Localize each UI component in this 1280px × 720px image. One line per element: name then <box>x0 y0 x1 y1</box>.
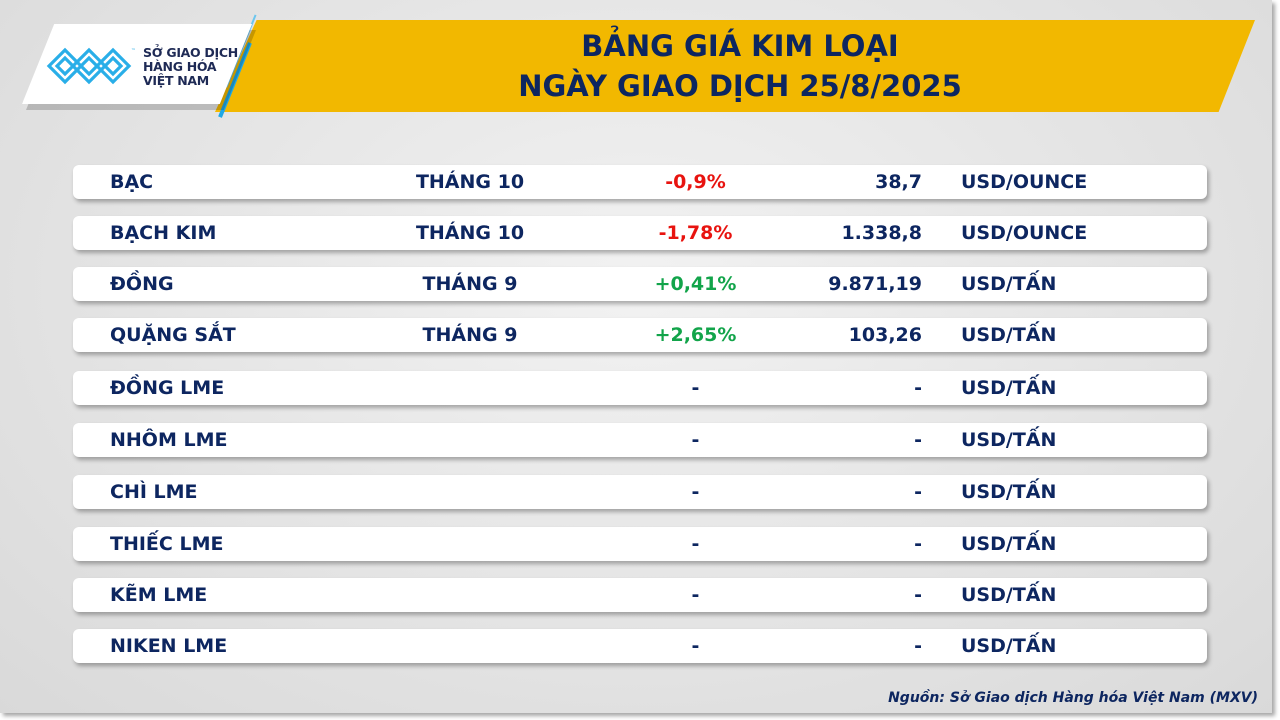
price-value: - <box>914 377 922 399</box>
contract-month: THÁNG 9 <box>422 273 518 295</box>
price-value: - <box>914 635 922 657</box>
change-percent: +2,65% <box>654 324 737 346</box>
price-unit: USD/OUNCE <box>961 171 1088 193</box>
price-value: 9.871,19 <box>828 273 922 295</box>
commodity-name: QUẶNG SẮT <box>110 324 236 346</box>
change-percent: -1,78% <box>658 222 733 244</box>
commodity-name: ĐỒNG <box>110 273 174 295</box>
price-value: - <box>914 584 922 606</box>
logo-line: HÀNG HÓA <box>143 59 217 74</box>
change-percent: - <box>691 481 700 503</box>
commodity-name: KẼM LME <box>110 584 208 606</box>
page-title: BẢNG GIÁ KIM LOẠI NGÀY GIAO DỊCH 25/8/20… <box>240 26 1240 106</box>
title-banner <box>215 20 1255 112</box>
price-value: 38,7 <box>875 171 922 193</box>
change-percent: -0,9% <box>665 171 726 193</box>
contract-month: THÁNG 10 <box>415 222 525 244</box>
svg-text:™: ™ <box>131 48 136 54</box>
price-value: - <box>914 429 922 451</box>
commodity-name: ĐỒNG LME <box>110 377 225 399</box>
logo-line: SỞ GIAO DỊCH <box>143 45 238 60</box>
price-unit: USD/TẤN <box>961 429 1057 451</box>
change-percent: +0,41% <box>654 273 737 295</box>
title-line-2: NGÀY GIAO DỊCH 25/8/2025 <box>518 69 962 103</box>
commodity-name: CHÌ LME <box>110 481 198 503</box>
price-value: - <box>914 533 922 555</box>
price-unit: USD/OUNCE <box>961 222 1088 244</box>
commodity-name: BẠCH KIM <box>110 222 217 244</box>
price-unit: USD/TẤN <box>961 273 1057 295</box>
table-row: ĐỒNG THÁNG 9 +0,41% 9.871,19 USD/TẤN <box>73 267 1207 301</box>
change-percent: - <box>691 635 700 657</box>
logo-text: SỞ GIAO DỊCH HÀNG HÓA VIỆT NAM <box>143 46 238 88</box>
price-unit: USD/TẤN <box>961 584 1057 606</box>
change-percent: - <box>691 429 700 451</box>
contract-month: THÁNG 9 <box>422 324 518 346</box>
table-row: BẠCH KIM THÁNG 10 -1,78% 1.338,8 USD/OUNCE <box>73 216 1207 250</box>
price-value: 103,26 <box>848 324 922 346</box>
table-row: THIẾC LME - - USD/TẤN <box>73 527 1207 561</box>
price-value: 1.338,8 <box>841 222 922 244</box>
price-unit: USD/TẤN <box>961 324 1057 346</box>
table-row: CHÌ LME - - USD/TẤN <box>73 475 1207 509</box>
table-row: ĐỒNG LME - - USD/TẤN <box>73 371 1207 405</box>
commodity-name: NIKEN LME <box>110 635 228 657</box>
change-percent: - <box>691 584 700 606</box>
commodity-name: THIẾC LME <box>110 533 224 555</box>
mxv-logo-icon: ™ <box>46 47 136 85</box>
price-unit: USD/TẤN <box>961 635 1057 657</box>
logo-line: VIỆT NAM <box>143 73 209 88</box>
contract-month: THÁNG 10 <box>415 171 525 193</box>
table-row: NHÔM LME - - USD/TẤN <box>73 423 1207 457</box>
source-note: Nguồn: Sở Giao dịch Hàng hóa Việt Nam (M… <box>888 690 1258 706</box>
price-unit: USD/TẤN <box>961 533 1057 555</box>
change-percent: - <box>691 377 700 399</box>
table-row: BẠC THÁNG 10 -0,9% 38,7 USD/OUNCE <box>73 165 1207 199</box>
commodity-name: NHÔM LME <box>110 429 228 451</box>
table-row: QUẶNG SẮT THÁNG 9 +2,65% 103,26 USD/TẤN <box>73 318 1207 352</box>
price-value: - <box>914 481 922 503</box>
table-row: NIKEN LME - - USD/TẤN <box>73 629 1207 663</box>
price-unit: USD/TẤN <box>961 377 1057 399</box>
table-row: KẼM LME - - USD/TẤN <box>73 578 1207 612</box>
change-percent: - <box>691 533 700 555</box>
commodity-name: BẠC <box>110 171 154 193</box>
price-unit: USD/TẤN <box>961 481 1057 503</box>
title-line-1: BẢNG GIÁ KIM LOẠI <box>581 29 899 63</box>
